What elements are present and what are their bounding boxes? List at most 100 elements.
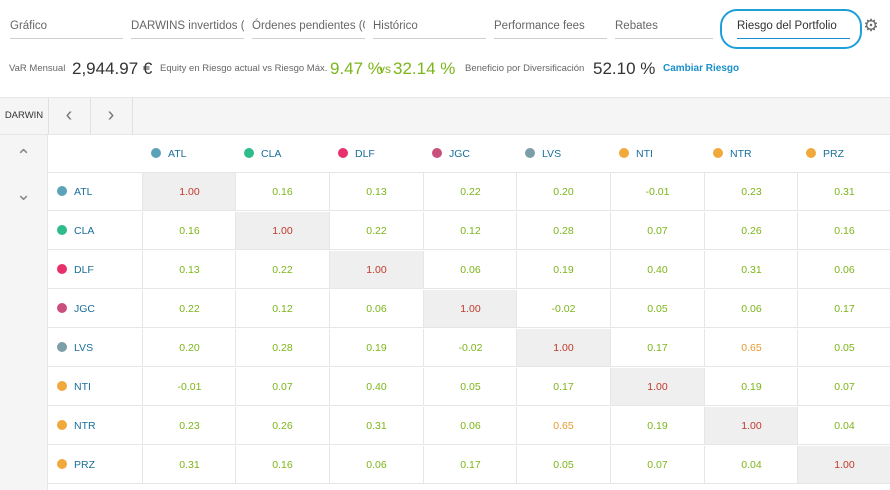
correlation-cell: 0.06 (423, 251, 517, 289)
darwin-color-dot (432, 148, 442, 158)
gear-icon[interactable]: ⚙ (863, 16, 879, 35)
darwin-color-dot (525, 148, 535, 158)
matrix-corner (48, 135, 142, 173)
column-header-prz[interactable]: PRZ (797, 135, 890, 173)
row-header-dlf[interactable]: DLF (48, 251, 142, 289)
tab-ordenes-pendientes[interactable]: Órdenes pendientes (0) (252, 18, 365, 39)
column-header-label: ATL (168, 148, 187, 160)
correlation-cell: 0.65 (704, 329, 798, 367)
correlation-cell: 1.00 (610, 368, 704, 406)
darwin-color-dot (57, 186, 67, 196)
correlation-cell: 0.13 (142, 251, 236, 289)
correlation-cell: 0.22 (235, 251, 329, 289)
tab-grafico[interactable]: Gráfico (10, 18, 123, 39)
correlation-cell: 0.07 (610, 212, 704, 250)
correlation-cell: 0.19 (516, 251, 610, 289)
correlation-cell: 0.28 (235, 329, 329, 367)
column-header-nti[interactable]: NTI (610, 135, 704, 173)
darwin-color-dot (57, 342, 67, 352)
var-label: VaR Mensual (9, 63, 66, 74)
diversification-value: 52.10 % (593, 59, 656, 78)
column-header-label: DLF (355, 148, 375, 160)
darwin-color-dot (713, 148, 723, 158)
row-header-label: NTI (74, 381, 91, 393)
correlation-cell: 0.17 (423, 446, 517, 484)
correlation-cell: 1.00 (142, 173, 236, 211)
column-header-label: PRZ (823, 148, 844, 160)
row-header-prz[interactable]: PRZ (48, 446, 142, 484)
correlation-cell: 0.65 (516, 407, 610, 445)
correlation-cell: 0.22 (329, 212, 423, 250)
column-header-label: NTR (730, 148, 752, 160)
change-risk-link[interactable]: Cambiar Riesgo (663, 63, 740, 74)
correlation-cell: 0.04 (704, 446, 798, 484)
correlation-cell: 0.05 (610, 290, 704, 328)
correlation-cell: 0.13 (329, 173, 423, 211)
column-header-ntr[interactable]: NTR (704, 135, 798, 173)
darwin-color-dot (57, 420, 67, 430)
correlation-cell: 0.28 (516, 212, 610, 250)
row-header-jgc[interactable]: JGC (48, 290, 142, 328)
darwin-color-dot (57, 303, 67, 313)
correlation-cell: 0.20 (142, 329, 236, 367)
column-header-label: JGC (449, 148, 470, 160)
correlation-cell: -0.02 (423, 329, 517, 367)
correlation-cell: 0.07 (797, 368, 890, 406)
equity-current-value: 9.47 % (330, 59, 383, 78)
row-header-ntr[interactable]: NTR (48, 407, 142, 445)
correlation-cell: 0.23 (142, 407, 236, 445)
tab-historico[interactable]: Histórico (373, 18, 486, 39)
column-header-atl[interactable]: ATL (142, 135, 236, 173)
correlation-cell: 0.06 (797, 251, 890, 289)
equity-max-value: 32.14 % (393, 59, 456, 78)
row-header-label: ATL (74, 186, 93, 198)
correlation-cell: 0.26 (235, 407, 329, 445)
chevron-up-icon[interactable]: ⌃ (15, 146, 32, 166)
correlation-cell: 0.22 (423, 173, 517, 211)
correlation-cell: -0.02 (516, 290, 610, 328)
column-header-cla[interactable]: CLA (235, 135, 329, 173)
tab-bar: Gráfico DARWINS invertidos (13) Órdenes … (0, 0, 890, 49)
column-header-jgc[interactable]: JGC (423, 135, 517, 173)
chevron-right-icon[interactable]: › (90, 98, 133, 134)
correlation-cell: 0.16 (797, 212, 890, 250)
correlation-cell: 0.16 (235, 173, 329, 211)
correlation-matrix: ATL ATL CLA CLA DLF DLF JGC JGC LVS LVS NTI NTI NTR N… (48, 135, 890, 490)
correlation-cell: 0.17 (797, 290, 890, 328)
row-header-cla[interactable]: CLA (48, 212, 142, 250)
chevron-left-icon[interactable]: ‹ (48, 98, 91, 134)
darwin-color-dot (338, 148, 348, 158)
correlation-cell: 0.17 (610, 329, 704, 367)
diversification-label: Beneficio por Diversificación (465, 63, 585, 74)
darwin-color-dot (151, 148, 161, 158)
correlation-cell: 0.19 (610, 407, 704, 445)
correlation-cell: 0.07 (610, 446, 704, 484)
darwin-color-dot (57, 381, 67, 391)
row-header-atl[interactable]: ATL (48, 173, 142, 211)
correlation-cell: 0.31 (329, 407, 423, 445)
column-header-label: CLA (261, 148, 282, 160)
correlation-cell: -0.01 (142, 368, 236, 406)
tab-rebates[interactable]: Rebates (615, 18, 713, 39)
row-header-label: LVS (74, 342, 94, 354)
correlation-cell: 0.26 (704, 212, 798, 250)
chevron-down-icon[interactable]: ⌄ (15, 184, 32, 204)
correlation-cell: 0.05 (516, 446, 610, 484)
row-scroll-column: ⌃ ⌄ (0, 135, 48, 490)
active-tab-highlight (720, 9, 862, 49)
row-header-nti[interactable]: NTI (48, 368, 142, 406)
row-header-label: DLF (74, 264, 94, 276)
correlation-cell: 1.00 (329, 251, 423, 289)
column-header-lvs[interactable]: LVS (516, 135, 610, 173)
column-header-dlf[interactable]: DLF (329, 135, 423, 173)
darwin-color-dot (244, 148, 254, 158)
correlation-cell: 0.20 (516, 173, 610, 211)
row-header-lvs[interactable]: LVS (48, 329, 142, 367)
tab-darwins-invertidos[interactable]: DARWINS invertidos (13) (131, 18, 244, 39)
tab-performance-fees[interactable]: Performance fees (494, 18, 607, 39)
tab-riesgo-portfolio[interactable]: Riesgo del Portfolio (737, 18, 850, 39)
correlation-cell: 0.22 (142, 290, 236, 328)
correlation-cell: 0.17 (516, 368, 610, 406)
correlation-cell: 0.19 (704, 368, 798, 406)
row-header-label: NTR (74, 420, 96, 432)
